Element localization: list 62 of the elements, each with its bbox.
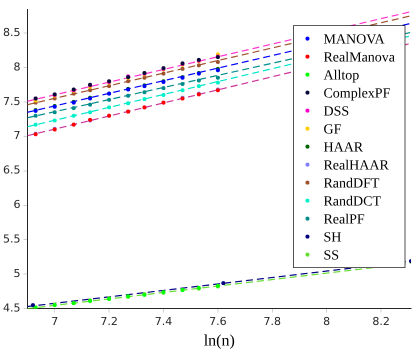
point [161,93,166,98]
legend-label: SS [323,248,340,264]
legend-label: RandDCT [323,194,382,210]
point [107,84,112,88]
point [216,76,220,80]
point [88,88,92,92]
point [34,114,38,118]
legend-label: ComplexPF [323,86,391,102]
x-tick-label: 7 [51,315,58,328]
y-tick-label: 6 [13,198,20,212]
legend-label: HAAR [323,140,364,156]
x-tick-label: 7.2 [100,315,118,328]
y-tick-label: 7 [13,129,20,142]
point [216,80,220,85]
y-tick-label: 6.5 [2,164,20,177]
x-tick-label: 7.4 [154,315,172,328]
point [34,122,38,127]
point [196,78,201,83]
legend-label: GF [323,122,342,138]
point [126,79,130,84]
legend-label: RandDFT [323,176,380,192]
x-axis-title: ln(n) [204,332,235,350]
point [180,66,185,71]
y-tick-label: 5.5 [2,232,20,246]
legend-label: RealManova [323,50,396,66]
point [88,110,92,114]
legend-label: Alltop [323,68,360,84]
x-tick-label: 7.8 [264,315,282,328]
point [216,60,220,64]
y-tick-label: 8 [13,60,20,74]
point [52,110,57,114]
point [126,94,130,98]
legend-label: RealPF [323,212,365,228]
point [161,86,166,90]
point [142,90,146,94]
point [107,98,112,102]
point [30,303,35,308]
point [196,84,201,88]
y-tick-label: 8.5 [2,26,20,39]
y-tick-label: 7.5 [2,94,20,108]
point [180,88,185,92]
point [142,97,146,102]
legend-label: DSS [323,104,350,120]
legend-label: SH [323,230,342,246]
point [107,105,112,110]
point [161,72,166,76]
point [221,281,226,286]
point [88,102,92,107]
point [72,114,76,118]
legend-label: MANOVA [323,32,386,48]
point [126,101,130,106]
x-tick-label: 8 [323,315,330,328]
y-tick-label: 4.5 [2,301,20,314]
x-tick-label: 7.6 [209,315,227,328]
x-tick-label: 8.2 [372,315,390,328]
point [196,63,201,68]
point [180,82,185,86]
point [52,118,57,123]
legend-label: RealHAAR [323,158,390,174]
point [142,76,146,80]
point [72,106,76,110]
y-tick-label: 5 [13,267,20,280]
